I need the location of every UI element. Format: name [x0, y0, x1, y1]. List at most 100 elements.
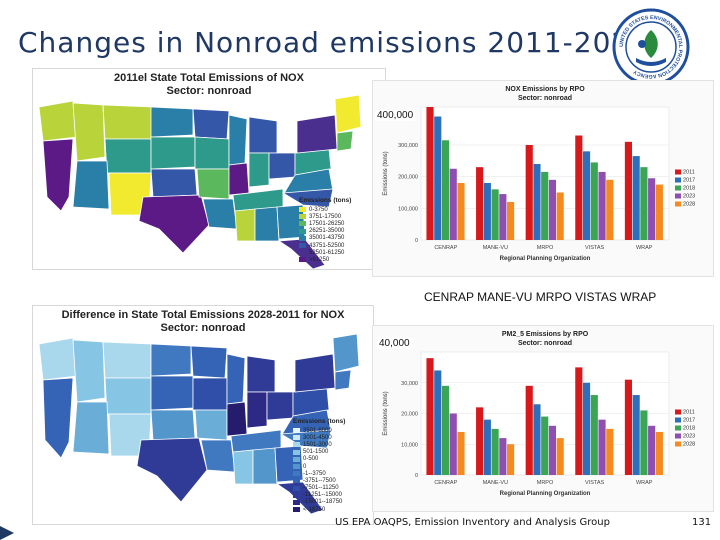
map2-legend-swatch	[293, 435, 300, 441]
map1-legend-item: 17501-26250	[299, 220, 351, 227]
map2-legend-label: 3001-4500	[303, 434, 332, 441]
nox-chart-bar-2011-mrpo	[525, 145, 533, 240]
map2-legend-swatch	[293, 471, 300, 477]
nox-chart-subtitle: Sector: nonroad	[518, 95, 572, 102]
pm25-chart-bar-2018-cenrap	[441, 385, 450, 475]
pm25-chart-bar-2023-mane-vu	[499, 438, 507, 475]
nox-chart-bar-2017-mrpo	[533, 164, 541, 240]
map1-region-id-nv	[72, 102, 106, 162]
nox-chart-xtick-label: MRPO	[537, 245, 554, 251]
map1-legend-item: 0-3750	[299, 206, 351, 213]
nox-chart-legend-swatch-2018	[675, 185, 681, 191]
nox-chart-legend-swatch-2011	[675, 169, 681, 175]
map2-legend-label: -11251--15000	[303, 492, 342, 499]
map1-legend-label: 26251-35000	[309, 228, 345, 235]
nox-chart-bar-2018-mane-vu	[491, 189, 499, 240]
nox-chart-title: NOX Emissions by RPO	[505, 86, 585, 93]
pm25-chart-legend-label-2017: 2017	[683, 418, 695, 424]
pm25-chart-ytick-label: 10,000	[401, 442, 418, 448]
nox-chart-bar-2028-mrpo	[556, 192, 564, 240]
map2-region-la	[200, 439, 236, 473]
map1-legend-swatch	[299, 243, 306, 249]
pm25-chart-legend-label-2028: 2028	[683, 442, 695, 448]
pm25-chart-bar-2011-cenrap	[426, 358, 434, 475]
map2-legend-label: 1501-3000	[303, 441, 332, 448]
pm25-chart-bar-2011-wrap	[624, 379, 632, 475]
map1-legend-swatch	[299, 250, 306, 256]
pm25-chart-bar-2017-cenrap	[434, 370, 442, 475]
map2-legend-swatch	[293, 507, 300, 513]
map1-legend-item: 43751-52500	[299, 242, 351, 249]
map2-legend-label: 501-1500	[303, 449, 329, 456]
pm25-chart-bar-2028-vistas	[606, 428, 614, 475]
map2-legend-item: -11251--15000	[293, 492, 345, 499]
map2-legend: Emissions (tons) 3501-6000 3001-4500 1501-…	[293, 418, 345, 513]
map2-region-id-nv	[72, 339, 106, 403]
map2-legend-label: -1--3750	[303, 470, 326, 477]
map1-region-il	[228, 162, 250, 196]
pm25-chart-legend-swatch-2017	[675, 417, 681, 423]
map2-region-ms	[232, 449, 254, 485]
map1-legend-item: 3751-17500	[299, 213, 351, 220]
pm25-chart-bar-2028-mane-vu	[507, 444, 515, 475]
map1-region-ar	[196, 168, 230, 200]
map1-region-ny	[296, 114, 338, 154]
pm25-chart-subtitle: Sector: nonroad	[518, 340, 572, 347]
nox-chart-bar-2023-wrap	[648, 178, 656, 240]
nox-bar-chart-panel: NOX Emissions by RPO Sector: nonroad 0 100,…	[372, 80, 714, 277]
map2-legend-label: 3501-6000	[303, 427, 332, 434]
nox-chart-legend-label-2011: 2011	[683, 170, 695, 176]
us-map-nox	[38, 94, 362, 269]
map2-region-mn	[190, 345, 228, 379]
map2-legend-swatch	[293, 428, 300, 434]
pm25-chart-xlabel: Regional Planning Organization	[500, 491, 591, 497]
nox-chart-bar-2017-cenrap	[434, 116, 442, 240]
pm25-chart-legend-label-2011: 2011	[683, 410, 695, 416]
map2-region-tx	[136, 437, 208, 503]
epa-logo: UNITED STATES ENVIRONMENTAL PROTECTION A…	[612, 8, 690, 86]
map1-legend-swatch	[299, 257, 306, 263]
slide-arrow-icon	[0, 526, 14, 540]
map1-region-va	[282, 168, 334, 196]
map1-subtitle: Sector: nonroad	[166, 85, 252, 97]
nox-chart-legend-label-2017: 2017	[683, 178, 695, 184]
nox-chart-ytick-label: 200,000	[398, 175, 418, 181]
pm25-chart-bar-2018-mrpo	[541, 416, 549, 475]
map2-legend-item: -3751--7500	[293, 477, 345, 484]
nox-chart-bar-2018-vistas	[590, 162, 598, 240]
map1-legend-swatch	[299, 214, 306, 220]
map1-region-new-england	[334, 94, 362, 134]
map2-region-nc-sc	[279, 429, 332, 449]
nox-chart-xtick-label: CENRAP	[434, 245, 457, 251]
map1-region-mt	[102, 104, 154, 140]
pm25-chart-bar-2023-wrap	[648, 425, 656, 475]
map2-region-new-england	[332, 333, 360, 373]
nox-chart-bar-2018-mrpo	[541, 171, 549, 240]
nox-chart-bar-2028-wrap	[655, 184, 663, 240]
map1-region-nc-sc	[281, 188, 334, 208]
pm25-chart-xtick-label: VISTAS	[585, 480, 604, 486]
map1-legend-swatch	[299, 235, 306, 241]
pm25-chart-xtick-label: MANE-VU	[483, 480, 508, 486]
map1-legend-label: >61250	[309, 256, 330, 263]
map2-legend-item: -15001--18750	[293, 499, 345, 506]
nox-chart-bar-2011-wrap	[624, 141, 632, 240]
map2-legend-label: 0-500	[303, 456, 319, 463]
nox-chart-bar-2023-mrpo	[548, 179, 557, 240]
map1-region-in	[248, 152, 270, 188]
pm25-chart-bar-2017-vistas	[582, 382, 591, 475]
map1-region-ok	[150, 168, 198, 198]
nox-chart-ytick-label: 300,000	[398, 143, 418, 149]
nox-chart-bar-2023-vistas	[598, 171, 606, 240]
map1-region-wy-co	[104, 138, 152, 174]
map2-legend-title: Emissions (tons)	[293, 418, 346, 425]
pm25-chart-bar-2018-vistas	[590, 395, 598, 475]
map2-region-ny	[294, 353, 336, 393]
pm25-chart-ytick-label: 30,000	[401, 381, 418, 387]
pm25-chart-xtick-label: CENRAP	[434, 480, 457, 486]
pm25-chart-bar-2028-mrpo	[556, 438, 564, 475]
map2-region-wa-or	[38, 337, 78, 381]
map1-legend-label: 3751-17500	[309, 213, 342, 220]
map1-legend-swatch	[299, 207, 306, 213]
map2-region-oh	[266, 391, 294, 421]
